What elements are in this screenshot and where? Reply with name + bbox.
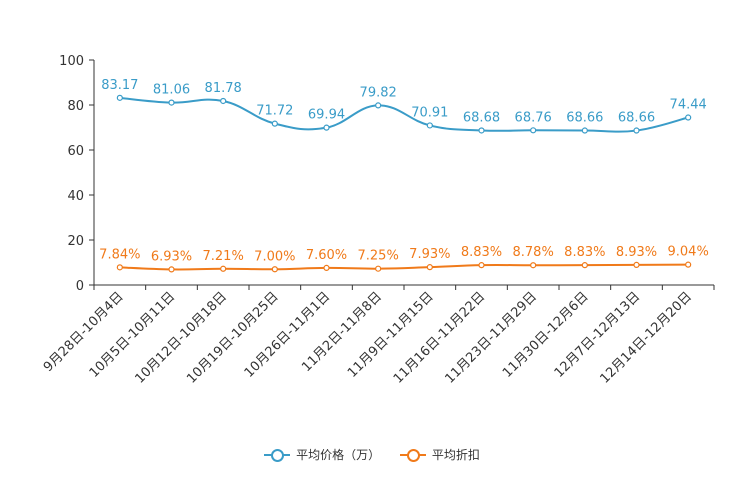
series-1: 7.84% 6.93% 7.21% 7.00% 7.60% 7.25% 7.93% 8.83%… — [99, 245, 709, 273]
legend-item-avg-discount[interactable]: 平均折扣 — [399, 446, 480, 463]
data-point — [375, 265, 382, 272]
data-label: 68.68 — [463, 110, 500, 125]
data-label: 9.04% — [668, 245, 709, 260]
y-tick-label: 100 — [59, 54, 84, 69]
data-point — [375, 102, 382, 109]
data-point — [323, 124, 330, 131]
line-marker-icon — [264, 448, 291, 462]
data-point — [478, 262, 485, 269]
data-label: 8.93% — [616, 245, 657, 260]
y-tick-label: 20 — [67, 234, 84, 249]
data-point — [323, 264, 330, 271]
data-label: 8.78% — [513, 245, 554, 260]
data-label: 7.00% — [254, 249, 295, 264]
data-label: 8.83% — [461, 245, 502, 260]
data-label: 74.44 — [670, 98, 707, 113]
data-point — [633, 127, 640, 134]
data-point — [581, 262, 588, 269]
series-line — [119, 263, 689, 271]
series-layer: 83.17 81.06 81.78 71.72 69.94 79.82 70.91 68.68… — [99, 78, 709, 273]
data-point — [685, 114, 692, 121]
data-label: 68.66 — [566, 111, 603, 126]
y-tick-label: 40 — [67, 189, 84, 204]
data-label: 68.76 — [515, 110, 552, 125]
data-label: 7.21% — [203, 249, 244, 264]
data-point — [271, 120, 278, 127]
x-tick-label: 12月14日-12月20日 — [598, 289, 695, 386]
data-label: 8.83% — [564, 245, 605, 260]
data-point — [168, 99, 175, 106]
data-label: 68.66 — [618, 111, 655, 126]
data-label: 83.17 — [101, 78, 138, 93]
data-label: 70.91 — [411, 105, 448, 120]
line-marker-icon — [399, 448, 426, 462]
data-label: 6.93% — [151, 249, 192, 264]
x-tick-label: 10月19日-10月25日 — [184, 289, 281, 386]
legend-label-avg-discount: 平均折扣 — [431, 448, 480, 462]
data-point — [426, 264, 433, 271]
data-point — [271, 266, 278, 273]
data-point — [581, 127, 588, 134]
y-tick-label: 80 — [67, 99, 84, 114]
legend: 平均价格（万） 平均折扣 — [0, 446, 744, 465]
legend-label-avg-price: 平均价格（万） — [296, 448, 381, 462]
data-point — [220, 265, 227, 272]
data-label: 7.93% — [409, 247, 450, 262]
data-point — [116, 94, 123, 101]
data-point — [633, 261, 640, 269]
series-0: 83.17 81.06 81.78 71.72 69.94 79.82 70.91 68.68… — [101, 78, 707, 134]
data-point — [426, 122, 433, 129]
data-label: 7.60% — [306, 248, 347, 263]
data-label: 81.06 — [153, 83, 190, 98]
x-tick-label: 11月16日-11月22日 — [391, 289, 488, 386]
data-point — [168, 266, 175, 273]
data-label: 71.72 — [256, 104, 293, 119]
data-label: 79.82 — [360, 85, 397, 100]
x-tick-label: 11月9日-11月15日 — [345, 289, 437, 381]
data-point — [530, 127, 537, 134]
data-point — [530, 262, 537, 269]
data-label: 81.78 — [205, 81, 242, 96]
y-tick-label: 60 — [67, 144, 84, 159]
data-point — [220, 97, 227, 105]
x-tick-label: 10月26日-11月1日 — [242, 289, 334, 381]
x-tick-label: 11月30日-12月6日 — [500, 289, 592, 381]
x-tick-label: 10月12日-10月18日 — [133, 289, 230, 386]
x-tick-label: 10月5日-10月11日 — [87, 289, 179, 381]
series-line — [119, 96, 689, 133]
x-tick-label: 12月7日-12月13日 — [552, 289, 644, 381]
y-tick-label: 0 — [76, 279, 84, 294]
data-label: 7.84% — [99, 247, 140, 262]
data-point — [685, 261, 692, 268]
data-label: 7.25% — [358, 249, 399, 264]
data-point — [478, 127, 485, 134]
x-tick-label: 11月23日-11月29日 — [443, 289, 540, 386]
data-point — [116, 264, 123, 271]
data-label: 69.94 — [308, 108, 345, 123]
legend-item-avg-price[interactable]: 平均价格（万） — [264, 446, 380, 463]
